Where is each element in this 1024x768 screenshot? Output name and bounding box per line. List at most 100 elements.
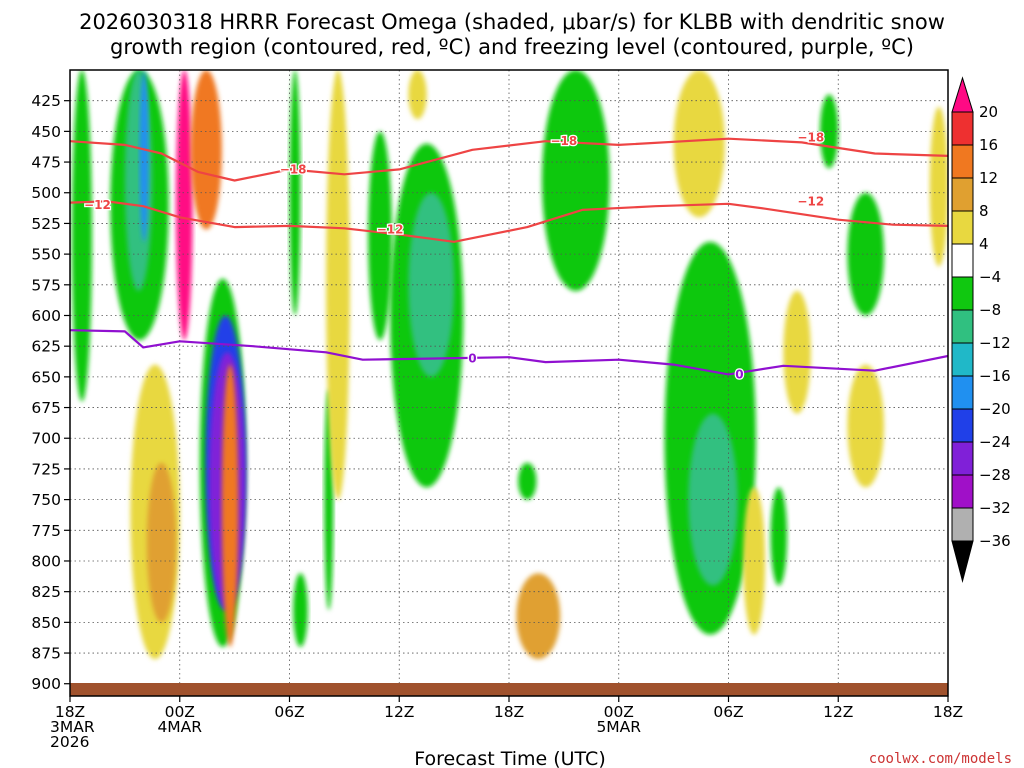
y-tick-label: 750 bbox=[31, 491, 61, 509]
contour-label: −12 bbox=[797, 194, 824, 208]
y-tick-label: 625 bbox=[31, 338, 61, 356]
colorbar-swatch bbox=[951, 375, 974, 410]
omega-cell bbox=[221, 364, 239, 647]
contour-label: −18 bbox=[550, 134, 577, 148]
y-tick-label: 725 bbox=[31, 460, 61, 478]
omega-shading-layer bbox=[71, 70, 948, 660]
y-tick-label: 600 bbox=[31, 307, 61, 325]
omega-cell bbox=[176, 70, 193, 341]
y-tick-label: 800 bbox=[31, 552, 61, 570]
contour-label: −18 bbox=[280, 162, 307, 176]
y-tick-label: 475 bbox=[31, 154, 61, 172]
y-tick-label: 450 bbox=[31, 123, 61, 141]
x-tick-label: 5MAR bbox=[596, 718, 641, 736]
x-axis-title: Forecast Time (UTC) bbox=[414, 748, 605, 768]
y-tick-label: 525 bbox=[31, 215, 61, 233]
omega-cell bbox=[541, 70, 610, 291]
terrain-band bbox=[70, 683, 948, 696]
contour-label: −18 bbox=[797, 131, 824, 145]
omega-cell bbox=[673, 70, 725, 218]
omega-cell bbox=[190, 70, 222, 230]
contour-line bbox=[70, 137, 948, 182]
y-tick-label: 500 bbox=[31, 184, 61, 202]
colorbar-label: −16 bbox=[979, 367, 1011, 385]
y-tick-label: 675 bbox=[31, 399, 61, 417]
omega-cell bbox=[847, 364, 884, 488]
colorbar-label: −32 bbox=[979, 499, 1011, 517]
x-tick-label: 3MAR bbox=[50, 718, 95, 736]
y-tick-label: 825 bbox=[31, 583, 61, 601]
omega-cell bbox=[518, 462, 537, 500]
x-tick-label: 06Z bbox=[274, 703, 304, 721]
omega-cell bbox=[368, 131, 392, 341]
omega-cell bbox=[71, 70, 92, 402]
colorbar-label: −20 bbox=[979, 400, 1011, 418]
colorbar: 20 16 12 8 4 −4 −8 −12 −16 −20 −24 −28 −32 −36 bbox=[951, 76, 1011, 583]
contour-label: −12 bbox=[377, 223, 404, 237]
omega-cell bbox=[783, 290, 811, 414]
colorbar-label: 4 bbox=[979, 235, 989, 253]
omega-cell bbox=[847, 192, 884, 316]
x-tick-label: 2026 bbox=[50, 733, 89, 751]
colorbar-label: 16 bbox=[979, 136, 998, 154]
omega-cell bbox=[408, 70, 427, 120]
x-tick-label: 4MAR bbox=[157, 718, 202, 736]
x-tick-label: 18Z bbox=[494, 703, 524, 721]
colorbar-swatch bbox=[951, 111, 974, 146]
colorbar-label: −8 bbox=[979, 301, 1001, 319]
credit-text: coolwx.com/models bbox=[869, 751, 1012, 767]
x-tick-label: 00Z bbox=[604, 703, 634, 721]
omega-cell bbox=[819, 94, 839, 169]
y-axis: 425 450 475 500 525 550 575 600 625 650 675 700 725 7… bbox=[31, 92, 70, 693]
contour-label: 0 bbox=[735, 367, 743, 381]
contour-label: −12 bbox=[84, 198, 111, 212]
x-tick-label: 06Z bbox=[713, 703, 743, 721]
colorbar-top-arrow bbox=[951, 76, 974, 113]
y-tick-label: 775 bbox=[31, 522, 61, 540]
y-tick-label: 850 bbox=[31, 614, 61, 632]
x-tick-label: 18Z bbox=[55, 703, 85, 721]
colorbar-swatch bbox=[951, 408, 974, 443]
chart-title-line-1: 2026030318 HRRR Forecast Omega (shaded, … bbox=[79, 10, 945, 34]
omega-cell bbox=[770, 487, 788, 586]
colorbar-swatch bbox=[951, 342, 974, 377]
colorbar-swatch bbox=[951, 177, 974, 212]
y-tick-label: 425 bbox=[31, 92, 61, 110]
y-tick-label: 650 bbox=[31, 368, 61, 386]
colorbar-label: −4 bbox=[979, 268, 1001, 286]
colorbar-label: −12 bbox=[979, 334, 1011, 352]
colorbar-swatch bbox=[951, 144, 974, 179]
x-tick-label: 00Z bbox=[165, 703, 195, 721]
chart-title-line-2: growth region (contoured, red, ºC) and f… bbox=[110, 35, 914, 59]
colorbar-swatch bbox=[951, 309, 974, 344]
grid-layer bbox=[70, 70, 948, 696]
omega-cell bbox=[326, 70, 350, 500]
x-tick-label: 12Z bbox=[384, 703, 414, 721]
y-tick-label: 900 bbox=[31, 675, 61, 693]
colorbar-swatch bbox=[951, 210, 974, 245]
colorbar-label: −28 bbox=[979, 466, 1011, 484]
colorbar-label: 12 bbox=[979, 169, 998, 187]
omega-cell bbox=[289, 70, 301, 316]
plot-area: −18 −18 −18 −12 −12 −12 0 0 bbox=[69, 69, 949, 697]
colorbar-swatch bbox=[951, 441, 974, 476]
colorbar-label: 8 bbox=[979, 202, 989, 220]
colorbar-bottom-arrow bbox=[951, 540, 974, 583]
omega-cell bbox=[688, 413, 738, 586]
omega-cell bbox=[516, 573, 561, 660]
y-tick-label: 700 bbox=[31, 430, 61, 448]
colorbar-swatch bbox=[951, 276, 974, 311]
contour-line bbox=[70, 329, 948, 376]
colorbar-label: −36 bbox=[979, 532, 1011, 550]
omega-cell bbox=[139, 70, 149, 242]
omega-cell bbox=[146, 462, 177, 623]
y-tick-label: 575 bbox=[31, 276, 61, 294]
contour-layer: −18 −18 −18 −12 −12 −12 0 0 bbox=[70, 129, 948, 383]
contour-line bbox=[70, 200, 948, 243]
y-tick-label: 875 bbox=[31, 645, 61, 663]
omega-cell bbox=[293, 573, 308, 647]
contour-label: 0 bbox=[468, 351, 476, 365]
colorbar-label: −24 bbox=[979, 433, 1011, 451]
